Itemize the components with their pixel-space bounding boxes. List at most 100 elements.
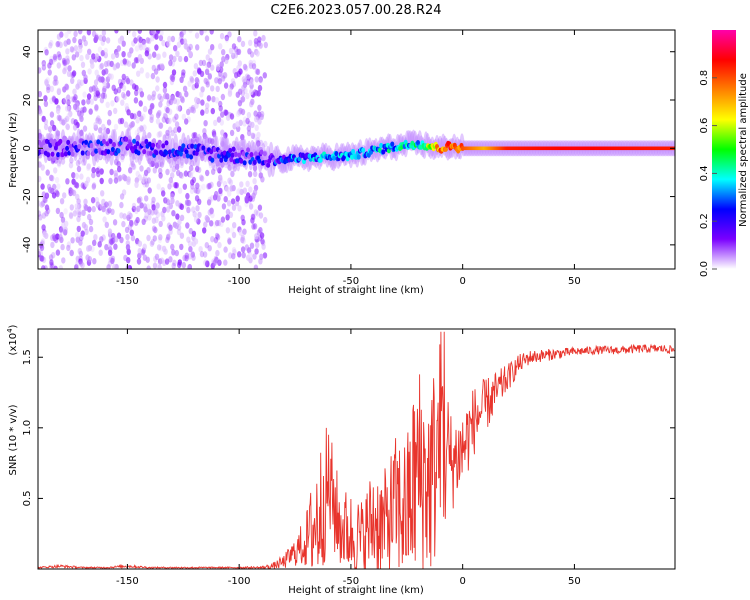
x-tick-label: 0: [459, 276, 465, 287]
noise-blob: [129, 219, 134, 227]
noise-blob: [181, 261, 186, 269]
signal-cell: [151, 142, 156, 148]
noise-blob: [182, 183, 187, 190]
noise-blob: [247, 48, 252, 55]
noise-blob: [134, 84, 139, 92]
noise-blob: [38, 214, 43, 221]
signal-cell: [190, 143, 195, 149]
noise-blob: [179, 76, 184, 84]
noise-blob: [108, 177, 113, 185]
noise-blob: [242, 78, 247, 85]
noise-blob: [158, 101, 163, 108]
noise-blob: [50, 58, 55, 65]
noise-blob: [61, 257, 66, 264]
noise-blob: [135, 111, 140, 119]
noise-blob: [144, 50, 149, 57]
noise-blob: [232, 249, 237, 256]
noise-blob: [151, 158, 156, 165]
noise-blob: [158, 34, 164, 42]
noise-blob: [91, 171, 96, 179]
noise-blob: [144, 212, 149, 219]
noise-blob: [51, 252, 56, 259]
noise-blob: [41, 115, 46, 123]
noise-blob: [245, 117, 250, 125]
noise-blob: [183, 170, 189, 177]
noise-blob: [211, 96, 216, 103]
noise-blob: [157, 236, 163, 244]
noise-blob: [169, 181, 175, 188]
noise-blob: [192, 70, 197, 77]
signal-cell: [80, 150, 85, 156]
noise-blob: [236, 142, 242, 150]
noise-blob: [66, 38, 71, 45]
noise-blob: [207, 196, 212, 203]
noise-blob: [53, 55, 58, 62]
signal-cell: [154, 150, 159, 156]
noise-blob: [150, 209, 155, 216]
signal-cell: [58, 138, 63, 144]
noise-blob: [150, 30, 156, 34]
noise-blob: [248, 59, 253, 67]
noise-blob: [225, 214, 230, 221]
noise-blob: [250, 132, 256, 139]
snr-multiplier-close: ): [8, 324, 19, 328]
noise-blob: [178, 171, 183, 179]
noise-blob: [78, 46, 83, 54]
noise-blob: [67, 65, 72, 72]
noise-blob: [44, 204, 50, 211]
signal-cell: [227, 152, 232, 158]
signal-cell: [116, 148, 121, 154]
noise-blob: [210, 107, 215, 115]
noise-blob: [167, 108, 173, 115]
noise-blob: [43, 95, 48, 102]
x-tick-label: -150: [116, 576, 139, 587]
noise-blob: [168, 177, 173, 184]
noise-blob: [225, 208, 231, 216]
noise-blob: [136, 205, 141, 212]
noise-blob: [241, 84, 246, 92]
noise-blob: [66, 70, 72, 78]
noise-blob: [211, 130, 217, 138]
noise-blob: [54, 98, 59, 105]
noise-blob: [96, 91, 101, 99]
noise-blob: [86, 245, 91, 252]
noise-blob: [120, 155, 125, 163]
noise-blob: [215, 234, 221, 241]
noise-blob: [205, 102, 210, 110]
noise-blob: [257, 36, 262, 43]
noise-blob: [82, 106, 87, 113]
noise-blob: [158, 172, 163, 179]
noise-blob: [191, 107, 196, 114]
noise-blob: [146, 234, 151, 242]
noise-blob: [216, 258, 221, 265]
noise-blob: [46, 83, 51, 91]
noise-blob: [65, 48, 70, 55]
spectrogram-frame: [37, 29, 676, 270]
noise-blob: [218, 105, 223, 112]
noise-blob: [213, 237, 219, 244]
noise-blob: [206, 61, 212, 68]
noise-blob: [184, 255, 189, 262]
signal-cell: [246, 147, 251, 153]
noise-blob: [157, 93, 162, 100]
noise-blob: [72, 88, 77, 95]
noise-blob: [188, 106, 193, 114]
snr-series-line: [38, 331, 675, 569]
noise-blob: [74, 172, 80, 180]
noise-blob: [215, 249, 220, 257]
noise-blob: [235, 91, 240, 98]
noise-blob: [237, 187, 242, 194]
noise-blob: [173, 142, 178, 149]
noise-blob: [244, 73, 250, 80]
noise-blob: [101, 30, 107, 37]
noise-blob: [159, 257, 165, 264]
noise-blob: [203, 221, 208, 228]
noise-blob: [106, 119, 112, 126]
noise-blob: [141, 176, 146, 184]
noise-blob: [184, 118, 189, 125]
noise-blob: [79, 54, 84, 62]
colorbar-tick-label: 0.4: [699, 165, 710, 181]
noise-blob: [90, 62, 95, 69]
y-tick-label: 1.0: [22, 420, 33, 436]
signal-cell: [334, 151, 339, 157]
